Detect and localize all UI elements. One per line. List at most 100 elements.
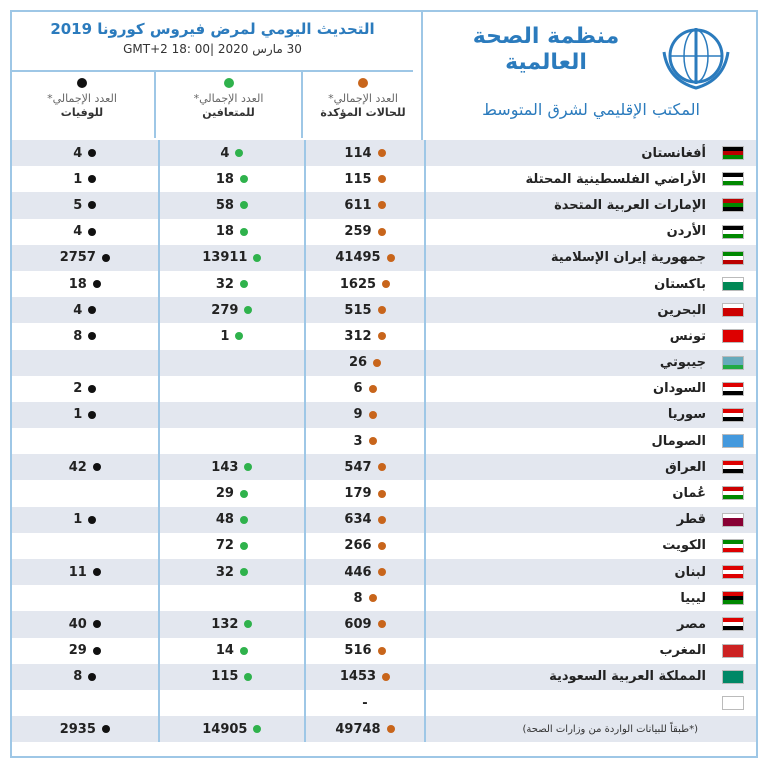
deaths-cell: 1 <box>12 402 158 428</box>
deaths-cell: 4 <box>12 219 158 245</box>
deaths-cell <box>12 428 158 454</box>
bullet <box>377 175 386 184</box>
deaths-cell: 29 <box>12 638 158 664</box>
table-row: الصومال 3 <box>12 428 756 455</box>
confirmed-value: 6 <box>353 381 363 397</box>
table-row: مصر 609 132 40 <box>12 611 756 638</box>
country-cell: المغرب <box>423 637 756 664</box>
deaths-cell: 11 <box>12 559 158 585</box>
flag <box>722 486 744 501</box>
column-header: العدد الإجمالي* للمتعافين <box>154 72 301 138</box>
confirmed-cell: 3 <box>304 428 424 455</box>
confirmed-value: 179 <box>344 486 372 502</box>
bullet <box>377 541 386 550</box>
footnote: (*طبقاً للبيانات الواردة من وزارات الصحة… <box>522 723 699 735</box>
flag <box>722 303 744 318</box>
country-cell: المملكة العربية السعودية <box>423 663 756 690</box>
bullet <box>88 332 97 341</box>
country-cell: مصر <box>423 611 756 638</box>
flag <box>722 460 744 475</box>
bullet <box>92 568 101 577</box>
table-row: العراق 547 143 42 <box>12 454 756 481</box>
confirmed-cell: 312 <box>304 323 424 350</box>
confirmed-cell: 266 <box>304 532 424 559</box>
bullet <box>88 384 97 393</box>
country-name: الإمارات العربية المتحدة <box>554 197 706 213</box>
infographic: منظمة الصحة العالمية المكتب الإقليمي لشر… <box>10 10 758 758</box>
column-label: العدد الإجمالي* <box>328 92 398 105</box>
bullet <box>377 149 386 158</box>
bullet <box>239 201 248 210</box>
deaths-cell: 8 <box>12 323 158 349</box>
bullet <box>239 280 248 289</box>
bullet <box>239 646 248 655</box>
recovered-value: 32 <box>215 564 234 580</box>
recovered-cell: 58 <box>157 192 305 219</box>
country-name: المملكة العربية السعودية <box>549 669 706 685</box>
country-cell: باكستان <box>423 270 756 298</box>
confirmed-value: 1453 <box>339 669 377 685</box>
flag <box>722 329 744 344</box>
bullet <box>88 149 97 158</box>
bullet <box>253 253 262 262</box>
confirmed-value: 611 <box>344 197 372 213</box>
flag <box>722 565 744 579</box>
country-cell: الصومال <box>423 428 756 455</box>
bullet <box>253 725 262 734</box>
bullet <box>92 646 101 655</box>
confirmed-value: 312 <box>344 328 372 344</box>
country-name: الأراضي الفلسطينية المحتلة <box>525 171 706 187</box>
bullet <box>377 306 386 315</box>
confirmed-value: 41495 <box>335 250 381 266</box>
deaths-value: 2757 <box>59 250 96 266</box>
table-row: - <box>12 689 756 717</box>
flag <box>722 224 744 239</box>
confirmed-cell: 609 <box>304 611 424 638</box>
table-row: الكويت 266 72 <box>12 532 756 559</box>
deaths-value: 2935 <box>59 721 96 737</box>
confirmed-cell: 9 <box>304 401 424 429</box>
confirmed-value: 446 <box>344 564 372 580</box>
country-name: سوريا <box>667 407 706 423</box>
country-cell: العراق <box>423 454 756 481</box>
recovered-value: 143 <box>211 459 239 475</box>
recovered-cell <box>157 401 305 429</box>
deaths-value: 1 <box>73 171 83 187</box>
country-name: ليبيا <box>680 590 706 606</box>
country-name: الكويت <box>662 538 706 554</box>
deaths-cell <box>12 350 158 376</box>
country-name: مصر <box>677 616 706 632</box>
deaths-cell: 8 <box>12 664 158 690</box>
bullet <box>244 306 253 315</box>
recovered-cell: 48 <box>157 506 305 533</box>
table-row: الأردن 259 18 4 <box>12 218 756 245</box>
confirmed-cell: - <box>304 689 424 717</box>
recovered-value: 14905 <box>202 721 248 737</box>
flag <box>722 538 744 553</box>
confirmed-value: 515 <box>344 302 372 318</box>
bullet <box>368 437 377 446</box>
recovered-cell: 18 <box>157 218 305 245</box>
deaths-value: 5 <box>73 197 83 213</box>
bullet <box>101 725 110 734</box>
confirmed-cell: 179 <box>304 480 424 507</box>
dot <box>358 78 368 88</box>
deaths-cell <box>12 585 158 611</box>
table-row: ليبيا 8 <box>12 585 756 612</box>
country-name: جيبوتي <box>659 355 706 371</box>
deaths-cell <box>12 533 158 559</box>
flag <box>722 381 744 396</box>
bullet <box>92 280 101 289</box>
confirmed-cell: 49748 <box>304 716 424 743</box>
confirmed-cell: 634 <box>304 506 424 533</box>
confirmed-value: 259 <box>344 224 372 240</box>
confirmed-value: 9 <box>353 407 363 423</box>
table-row: عُمان 179 29 <box>12 480 756 507</box>
flag <box>722 355 744 370</box>
country-name: باكستان <box>654 276 706 292</box>
bullet <box>244 672 253 681</box>
country-cell: الأردن <box>423 218 756 245</box>
recovered-cell <box>157 585 305 612</box>
deaths-value: 4 <box>73 224 83 240</box>
confirmed-value: 1625 <box>339 276 377 292</box>
